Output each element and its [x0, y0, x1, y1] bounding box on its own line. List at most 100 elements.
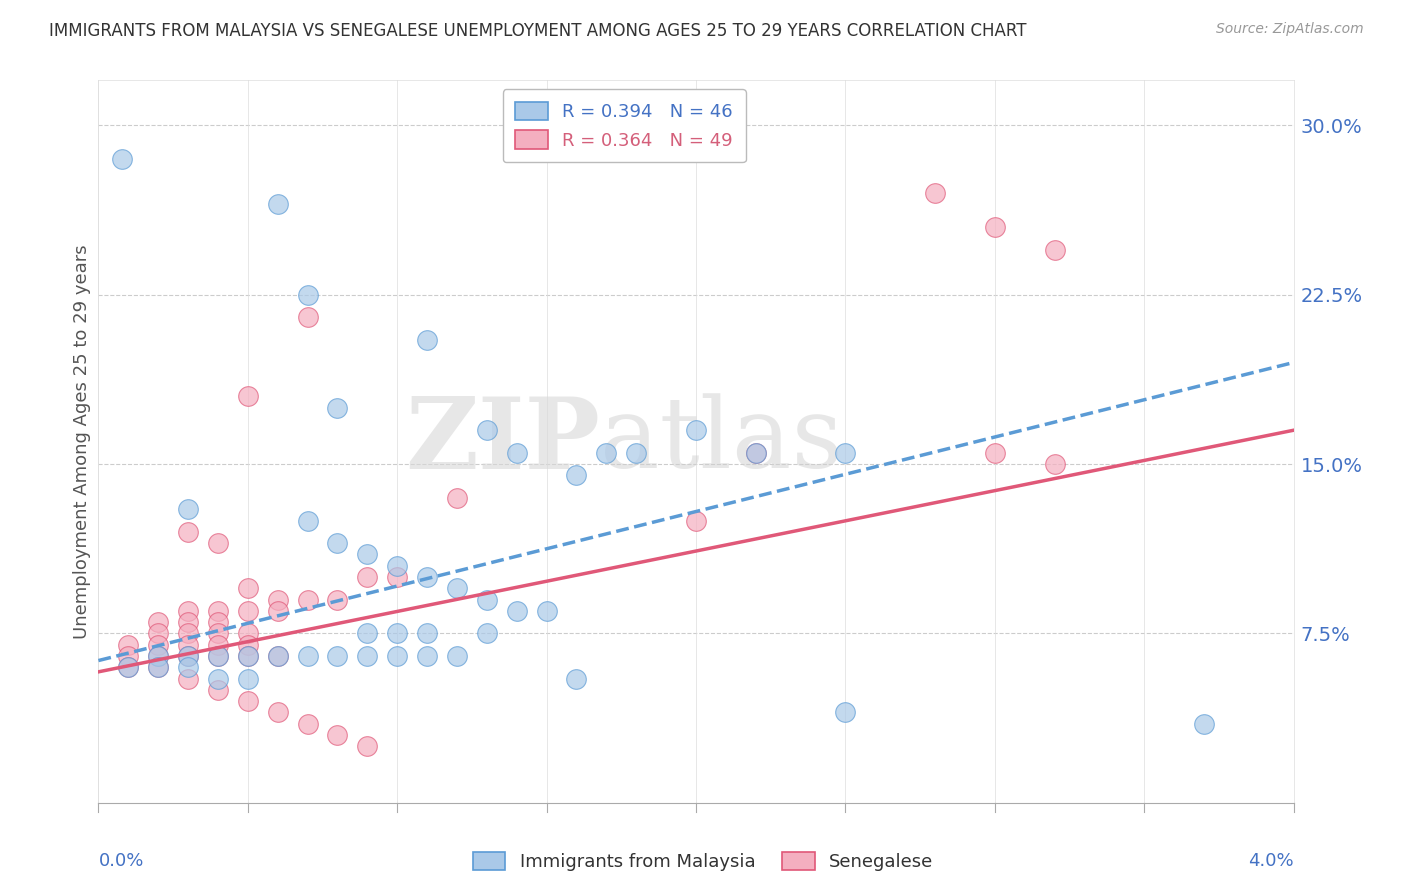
Point — [177, 502, 200, 516]
Point — [117, 660, 139, 674]
Point — [984, 446, 1007, 460]
Legend: Immigrants from Malaysia, Senegalese: Immigrants from Malaysia, Senegalese — [465, 845, 941, 879]
Point — [207, 626, 229, 640]
Point — [984, 220, 1007, 235]
Point — [1192, 716, 1215, 731]
Point — [236, 648, 259, 663]
Point — [685, 514, 707, 528]
Point — [148, 648, 170, 663]
Point — [356, 570, 378, 584]
Point — [236, 648, 259, 663]
Point — [626, 446, 648, 460]
Point — [267, 648, 290, 663]
Point — [1043, 457, 1066, 471]
Point — [177, 604, 200, 618]
Point — [834, 706, 856, 720]
Point — [565, 672, 588, 686]
Point — [356, 739, 378, 754]
Point — [446, 582, 468, 596]
Point — [506, 604, 529, 618]
Point — [207, 648, 229, 663]
Point — [207, 638, 229, 652]
Point — [236, 672, 259, 686]
Point — [177, 648, 200, 663]
Point — [177, 638, 200, 652]
Point — [356, 626, 378, 640]
Point — [148, 648, 170, 663]
Point — [236, 582, 259, 596]
Point — [385, 648, 409, 663]
Point — [207, 648, 229, 663]
Point — [506, 446, 529, 460]
Point — [236, 604, 259, 618]
Point — [475, 626, 498, 640]
Point — [385, 626, 409, 640]
Point — [267, 648, 290, 663]
Point — [536, 604, 558, 618]
Point — [267, 592, 290, 607]
Point — [267, 604, 290, 618]
Point — [326, 728, 349, 742]
Point — [177, 524, 200, 539]
Point — [297, 592, 319, 607]
Point — [446, 648, 468, 663]
Point — [326, 648, 349, 663]
Point — [356, 648, 378, 663]
Point — [924, 186, 946, 201]
Text: ZIP: ZIP — [405, 393, 600, 490]
Point — [297, 310, 319, 325]
Point — [1043, 243, 1066, 257]
Point — [267, 197, 290, 211]
Y-axis label: Unemployment Among Ages 25 to 29 years: Unemployment Among Ages 25 to 29 years — [73, 244, 91, 639]
Point — [297, 716, 319, 731]
Point — [236, 626, 259, 640]
Point — [416, 570, 439, 584]
Point — [207, 672, 229, 686]
Point — [446, 491, 468, 505]
Point — [297, 287, 319, 301]
Point — [416, 626, 439, 640]
Point — [236, 389, 259, 403]
Text: atlas: atlas — [600, 393, 844, 490]
Legend: R = 0.394   N = 46, R = 0.364   N = 49: R = 0.394 N = 46, R = 0.364 N = 49 — [503, 89, 745, 162]
Text: 4.0%: 4.0% — [1249, 853, 1294, 871]
Point — [177, 615, 200, 630]
Point — [416, 333, 439, 347]
Point — [236, 638, 259, 652]
Point — [565, 468, 588, 483]
Point — [475, 423, 498, 437]
Point — [416, 648, 439, 663]
Text: Source: ZipAtlas.com: Source: ZipAtlas.com — [1216, 22, 1364, 37]
Point — [148, 615, 170, 630]
Point — [475, 592, 498, 607]
Point — [177, 660, 200, 674]
Point — [207, 536, 229, 550]
Point — [385, 558, 409, 573]
Point — [207, 604, 229, 618]
Point — [177, 626, 200, 640]
Point — [236, 694, 259, 708]
Point — [745, 446, 768, 460]
Point — [207, 682, 229, 697]
Point — [297, 514, 319, 528]
Point — [685, 423, 707, 437]
Point — [117, 648, 139, 663]
Text: IMMIGRANTS FROM MALAYSIA VS SENEGALESE UNEMPLOYMENT AMONG AGES 25 TO 29 YEARS CO: IMMIGRANTS FROM MALAYSIA VS SENEGALESE U… — [49, 22, 1026, 40]
Point — [834, 446, 856, 460]
Point — [356, 548, 378, 562]
Point — [326, 536, 349, 550]
Point — [326, 592, 349, 607]
Point — [148, 660, 170, 674]
Point — [326, 401, 349, 415]
Point — [177, 672, 200, 686]
Point — [267, 706, 290, 720]
Point — [148, 660, 170, 674]
Point — [385, 570, 409, 584]
Point — [207, 615, 229, 630]
Point — [177, 648, 200, 663]
Point — [117, 638, 139, 652]
Point — [111, 153, 134, 167]
Text: 0.0%: 0.0% — [98, 853, 143, 871]
Point — [745, 446, 768, 460]
Point — [148, 626, 170, 640]
